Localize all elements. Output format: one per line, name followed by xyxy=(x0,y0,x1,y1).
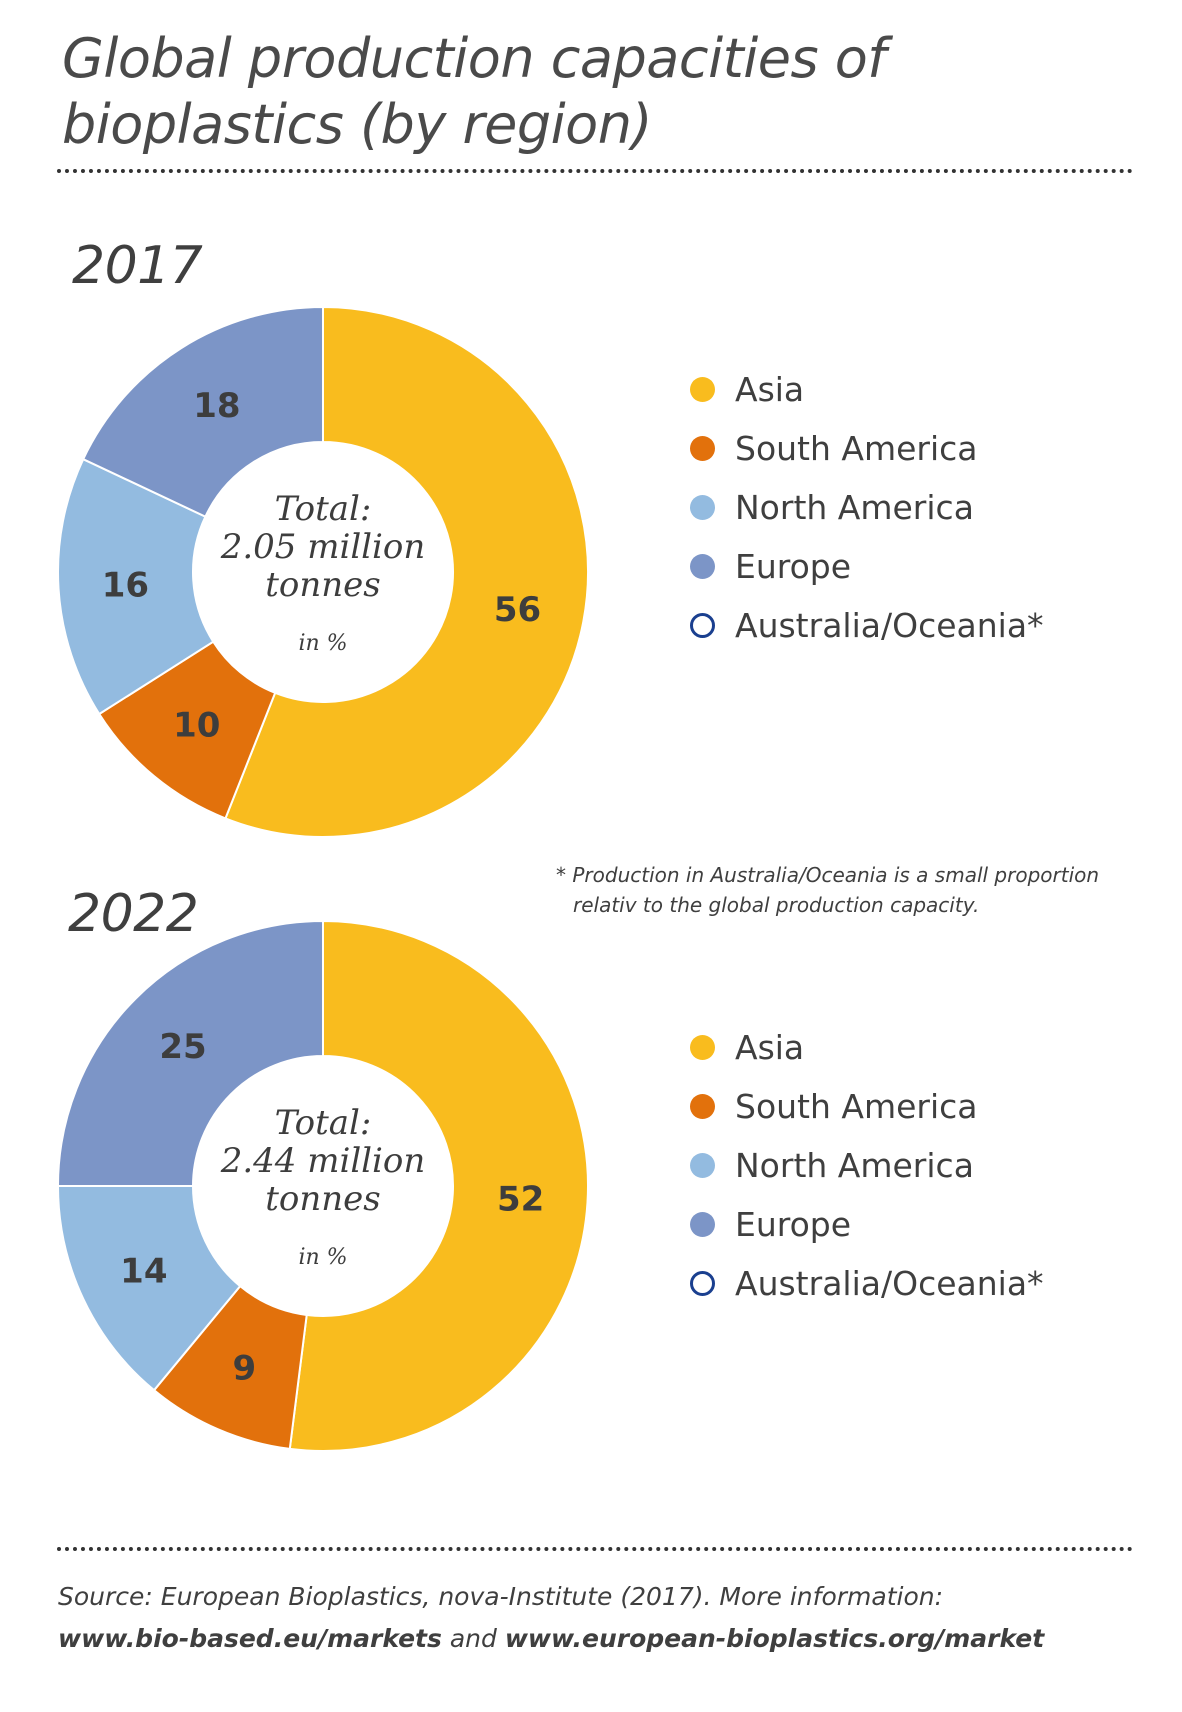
legend-swatch-north-america xyxy=(690,495,715,520)
legend-swatch-asia xyxy=(690,1035,715,1060)
legend-label: North America xyxy=(735,1146,974,1185)
bottom-divider xyxy=(57,1547,1133,1551)
donut-slice-asia xyxy=(224,305,589,838)
source-line: Source: European Bioplastics, nova-Insti… xyxy=(58,1582,944,1611)
footnote-line-1: * Production in Australia/Oceania is a s… xyxy=(556,863,1100,887)
legend-label: Australia/Oceania* xyxy=(735,606,1044,645)
legend-2017: Asia South America North America Europe Aust… xyxy=(690,360,1044,655)
legend-swatch-australia-oceania xyxy=(690,613,715,638)
center-unit-label: in % xyxy=(298,631,347,656)
legend-label: South America xyxy=(735,1087,978,1126)
center-total-line-2: 2.05 million xyxy=(220,527,426,567)
top-divider xyxy=(57,169,1133,173)
legend-swatch-south-america xyxy=(690,436,715,461)
slice-value-north-america: 16 xyxy=(102,565,149,605)
legend-item-south-america: South America xyxy=(690,419,1044,478)
legend-item-north-america: North America xyxy=(690,1136,1044,1195)
page-title: Global production capacities of bioplast… xyxy=(62,27,886,156)
legend-item-europe: Europe xyxy=(690,1195,1044,1254)
legend-label: Australia/Oceania* xyxy=(735,1264,1044,1303)
center-total-line-3: tonnes xyxy=(265,565,381,605)
legend-item-north-america: North America xyxy=(690,478,1044,537)
year-label-2017: 2017 xyxy=(72,236,203,296)
legend-swatch-asia xyxy=(690,377,715,402)
source-connector: and xyxy=(449,1624,497,1653)
footnote: * Production in Australia/Oceania is a s… xyxy=(556,860,1116,920)
legend-label: North America xyxy=(735,488,974,527)
slice-value-south-america: 10 xyxy=(173,706,220,746)
legend-item-australia-oceania: Australia/Oceania* xyxy=(690,1254,1044,1313)
legend-item-australia-oceania: Australia/Oceania* xyxy=(690,596,1044,655)
legend-item-asia: Asia xyxy=(690,360,1044,419)
legend-label: Europe xyxy=(735,547,852,586)
donut-slice-north-america xyxy=(57,457,215,716)
legend-label: South America xyxy=(735,429,978,468)
link-european-bioplastics[interactable]: www.european-bioplastics.org/market xyxy=(504,1624,1045,1653)
legend-swatch-europe xyxy=(690,554,715,579)
slice-value-europe: 18 xyxy=(193,386,240,426)
legend-item-south-america: South America xyxy=(690,1077,1044,1136)
donut-slice-europe xyxy=(81,305,324,518)
legend-label: Europe xyxy=(735,1205,852,1244)
legend-swatch-south-america xyxy=(690,1094,715,1119)
slice-value-asia: 56 xyxy=(494,590,541,630)
center-total-line-1: Total: xyxy=(275,489,372,529)
source-note: Source: European Bioplastics, nova-Insti… xyxy=(58,1576,1138,1660)
year-label-2022: 2022 xyxy=(68,884,199,944)
legend-item-europe: Europe xyxy=(690,537,1044,596)
legend-swatch-north-america xyxy=(690,1153,715,1178)
legend-label: Asia xyxy=(735,370,805,409)
footnote-line-2: relativ to the global production capacit… xyxy=(573,893,980,917)
link-bio-based[interactable]: www.bio-based.eu/markets xyxy=(58,1624,442,1653)
legend-swatch-europe xyxy=(690,1212,715,1237)
legend-swatch-australia-oceania xyxy=(690,1271,715,1296)
legend-2022: Asia South America North America Europe Aust… xyxy=(690,1018,1044,1313)
legend-item-asia: Asia xyxy=(690,1018,1044,1077)
legend-label: Asia xyxy=(735,1028,805,1067)
